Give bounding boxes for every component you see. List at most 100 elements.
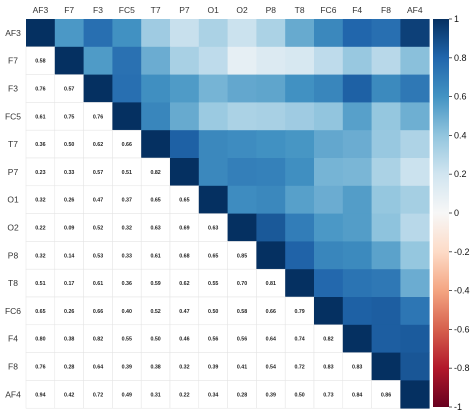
heatmap-cell xyxy=(400,74,430,103)
cell-value-label: 0.34 xyxy=(208,392,218,398)
cell-value-label: 0.14 xyxy=(64,253,74,259)
cell-value-label: 0.64 xyxy=(266,337,276,343)
heatmap-cell xyxy=(342,102,372,131)
cell-value-label: 0.73 xyxy=(323,392,333,398)
cell-value-label: 0.84 xyxy=(352,392,362,398)
value-cell xyxy=(54,296,84,326)
value-cell xyxy=(25,352,56,381)
value-cell xyxy=(54,74,84,103)
value-cell xyxy=(25,324,56,353)
heatmap-cell xyxy=(371,269,401,298)
row-label: AF4 xyxy=(5,389,21,399)
heatmap-cell xyxy=(256,130,286,159)
heatmap-cell xyxy=(256,19,286,48)
value-cell xyxy=(83,352,113,381)
value-cell xyxy=(25,380,56,409)
cell-value-label: 0.53 xyxy=(93,253,103,259)
colorbar-tick-label: -0.6 xyxy=(454,324,470,334)
cell-value-label: 0.38 xyxy=(64,337,74,343)
heatmap-cell xyxy=(256,213,286,242)
heatmap-cell xyxy=(314,130,344,159)
value-cell xyxy=(112,296,142,326)
value-cell xyxy=(169,380,200,409)
heatmap-cell xyxy=(141,74,171,103)
heatmap-cell xyxy=(342,213,372,242)
heatmap-cells: 0.58 0.76 0.57 0.61 0.75 0.76 0.36 0.50 0.62 0.66… xyxy=(25,19,430,409)
diagonal-cell xyxy=(314,297,344,326)
column-header: AF4 xyxy=(407,5,423,15)
cell-value-label: 0.59 xyxy=(150,281,160,287)
heatmap-cell xyxy=(400,324,430,353)
cell-value-label: 0.28 xyxy=(237,392,247,398)
heatmap-cell xyxy=(227,158,257,187)
cell-value-label: 0.09 xyxy=(64,226,74,232)
value-cell xyxy=(83,380,113,409)
heatmap-cell xyxy=(314,241,344,270)
heatmap-cell xyxy=(314,19,344,48)
value-cell xyxy=(83,241,113,270)
heatmap-cell xyxy=(256,46,286,75)
cell-value-label: 0.50 xyxy=(208,309,218,315)
value-cell xyxy=(256,268,286,298)
heatmap-cell xyxy=(371,130,401,159)
heatmap-cell xyxy=(400,130,430,159)
heatmap-cell xyxy=(400,102,430,131)
heatmap-cell xyxy=(342,130,372,159)
heatmap-cell xyxy=(371,241,401,270)
heatmap-cell xyxy=(227,185,257,214)
diagonal-cell xyxy=(371,352,401,381)
cell-value-label: 0.17 xyxy=(64,281,74,287)
heatmap-cell xyxy=(400,241,430,270)
colorbar-gradient xyxy=(433,19,449,407)
cell-value-label: 0.31 xyxy=(150,392,160,398)
column-header: T7 xyxy=(151,5,161,15)
cell-value-label: 0.58 xyxy=(35,59,45,65)
cell-value-label: 0.50 xyxy=(150,337,160,343)
diagonal-cell xyxy=(141,130,171,159)
row-labels: AF3 F7 F3 FC5 T7 P7 O1 O2 P8 T8 FC6 F4 F8 AF4 xyxy=(5,28,21,399)
value-cell xyxy=(25,268,56,298)
heatmap-cell xyxy=(400,213,430,242)
colorbar: 1 0.8 0.6 0.4 0.2 0 -0.2 -0.4 -0.6 -0.8 -1 xyxy=(433,14,470,410)
value-cell xyxy=(169,324,200,353)
cell-value-label: 0.61 xyxy=(93,281,103,287)
value-cell xyxy=(54,129,84,159)
cell-value-label: 0.33 xyxy=(122,253,132,259)
cell-value-label: 0.62 xyxy=(93,142,103,148)
cell-value-label: 0.50 xyxy=(294,392,304,398)
value-cell xyxy=(112,157,142,187)
cell-value-label: 0.65 xyxy=(208,253,218,259)
row-label: AF3 xyxy=(5,28,21,38)
heatmap-cell xyxy=(170,74,200,103)
value-cell xyxy=(112,129,142,159)
diagonal-cell xyxy=(256,241,286,270)
cell-value-label: 0.39 xyxy=(208,365,218,371)
row-label: T8 xyxy=(8,278,18,288)
column-header: F4 xyxy=(352,5,362,15)
heatmap-cell xyxy=(400,185,430,214)
value-cell xyxy=(25,74,56,103)
cell-value-label: 0.38 xyxy=(150,365,160,371)
cell-value-label: 0.76 xyxy=(93,114,103,120)
column-header: F7 xyxy=(64,5,74,15)
heatmap-cell xyxy=(371,213,401,242)
cell-value-label: 0.83 xyxy=(352,365,362,371)
value-cell xyxy=(54,213,84,242)
colorbar-tick-label: -0.8 xyxy=(454,363,470,373)
heatmap-cell xyxy=(170,130,200,159)
cell-value-label: 0.51 xyxy=(122,170,132,176)
heatmap-cell xyxy=(285,46,315,75)
value-cell xyxy=(25,46,56,75)
cell-value-label: 0.74 xyxy=(294,337,304,343)
value-cell xyxy=(112,185,142,214)
colorbar-tick-label: 1 xyxy=(454,14,459,24)
heatmap-cell xyxy=(141,46,171,75)
cell-value-label: 0.65 xyxy=(150,198,160,204)
cell-value-label: 0.64 xyxy=(93,365,103,371)
heatmap-cell xyxy=(256,102,286,131)
value-cell xyxy=(169,352,200,381)
row-label: F3 xyxy=(8,84,18,94)
diagonal-cell xyxy=(198,185,228,214)
cell-value-label: 0.76 xyxy=(35,87,45,93)
column-header: F8 xyxy=(381,5,391,15)
